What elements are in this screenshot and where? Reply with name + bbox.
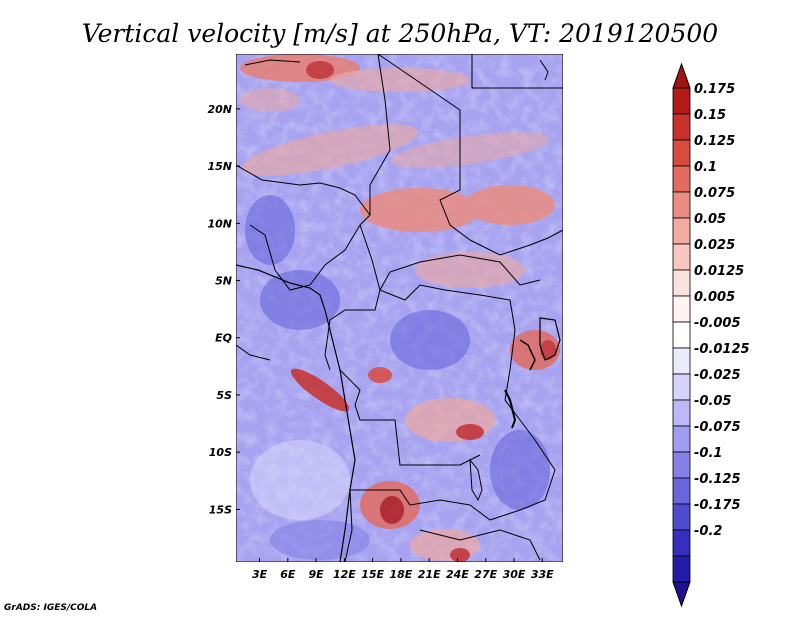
colorbar-swatch	[672, 529, 691, 557]
colorbar-label: -0.125	[694, 472, 741, 487]
colorbar-swatch	[672, 191, 691, 219]
y-axis: 20N 15N 10N 5N EQ 5S 10S 15S	[207, 103, 240, 516]
colorbar-label: 0.1	[694, 160, 717, 175]
y-tick-label: 10N	[207, 217, 232, 230]
x-tick-label: 30E	[503, 568, 526, 581]
x-tick-label: 15E	[361, 568, 384, 581]
colorbar-swatch	[672, 165, 691, 193]
map-panel	[236, 54, 563, 562]
colorbar-swatch	[672, 113, 691, 141]
colorbar-swatch	[672, 295, 691, 323]
colorbar-swatch	[672, 373, 691, 401]
colorbar-swatch	[672, 399, 691, 427]
x-tick-label: 21E	[418, 568, 441, 581]
colorbar-label: 0.025	[694, 238, 735, 253]
colorbar-swatch	[672, 87, 691, 115]
colorbar-swatch	[672, 217, 691, 245]
colorbar-top-cap	[672, 62, 691, 89]
colorbar-swatch	[672, 321, 691, 349]
colorbar-label: 0.075	[694, 186, 735, 201]
colorbar-label: 0.05	[694, 212, 726, 227]
colorbar-label: -0.1	[694, 446, 722, 461]
colorbar-swatch	[672, 139, 691, 167]
x-axis: 3E 6E 9E 12E 15E 18E 21E 24E 27E 30E 33E	[252, 558, 554, 581]
colorbar-bottom-cap	[672, 581, 691, 608]
x-tick-label: 3E	[252, 568, 268, 581]
colorbar-swatch	[672, 477, 691, 505]
x-tick-label: 33E	[531, 568, 554, 581]
x-tick-label: 9E	[309, 568, 325, 581]
colorbar-swatch	[672, 555, 691, 583]
colorbar-label: -0.0125	[694, 342, 750, 357]
colorbar-label: 0.0125	[694, 264, 744, 279]
colorbar-label: 0.125	[694, 134, 735, 149]
x-tick-label: 18E	[389, 568, 412, 581]
y-tick-label: 15S	[209, 503, 232, 516]
y-tick-label: EQ	[215, 332, 232, 345]
y-tick-label: 20N	[207, 103, 232, 116]
y-tick-label: 15N	[207, 160, 232, 173]
colorbar-swatch	[672, 503, 691, 531]
x-tick-label: 12E	[333, 568, 356, 581]
x-tick-label: 24E	[446, 568, 469, 581]
colorbar-label: -0.075	[694, 420, 741, 435]
colorbar-swatch	[672, 425, 691, 453]
colorbar-swatch	[672, 269, 691, 297]
y-tick-label: 5S	[216, 389, 232, 402]
colorbar-label: -0.2	[694, 524, 722, 539]
country-boundaries	[236, 54, 563, 562]
colorbar-label: 0.175	[694, 82, 735, 97]
x-tick-label: 27E	[474, 568, 497, 581]
colorbar-label: -0.005	[694, 316, 741, 331]
colorbar-label: -0.05	[694, 394, 731, 409]
positive-velocity-patches	[240, 54, 560, 562]
colorbar-swatch	[672, 243, 691, 271]
colorbar-label: -0.175	[694, 498, 741, 513]
colorbar-label: 0.005	[694, 290, 735, 305]
colorbar-label: 0.15	[694, 108, 726, 123]
y-tick-label: 5N	[215, 275, 232, 288]
colorbar-swatch	[672, 347, 691, 375]
colorbar: 0.175 0.15 0.125 0.1 0.075 0.05 0.025 0.0125 0.0…	[672, 62, 750, 608]
colorbar-swatch	[672, 451, 691, 479]
y-tick-label: 10S	[209, 446, 232, 459]
coastline	[236, 264, 561, 562]
colorbar-label: -0.025	[694, 368, 741, 383]
x-tick-label: 6E	[280, 568, 296, 581]
chart-title: Vertical velocity [m/s] at 250hPa, VT: 2…	[82, 19, 718, 48]
grads-credit: GrADS: IGES/COLA	[4, 603, 98, 613]
